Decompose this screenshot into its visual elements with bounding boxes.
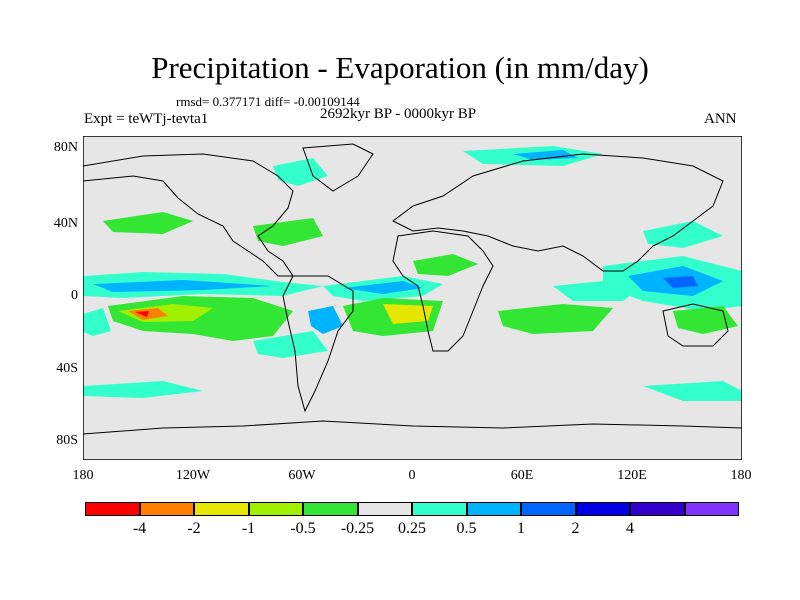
precip-field-n-pacific-dry — [103, 212, 193, 234]
precip-field-spcz-dry-peak — [135, 311, 149, 317]
lon-label-60e: 60E — [510, 468, 534, 483]
coast-africa — [392, 230, 494, 352]
precip-field-sp-wet-2 — [253, 331, 328, 358]
colorbar — [85, 502, 739, 516]
lon-label-120w: 120W — [175, 468, 211, 483]
colorbar-swatch — [684, 502, 739, 516]
colorbar-swatch — [139, 502, 194, 516]
precip-field-arctic-wet-core — [513, 150, 578, 160]
colorbar-swatch — [630, 502, 685, 516]
precip-field-south-atlantic-core — [383, 304, 433, 324]
lat-label-40n: 40N — [53, 216, 78, 231]
precip-field-maritime-peak — [663, 276, 698, 288]
lat-label-80n: 80N — [53, 140, 78, 155]
stats-line: rmsd= 0.377171 diff= -0.00109144 — [176, 94, 360, 109]
colorbar-swatch — [521, 502, 576, 516]
precip-field-atlantic-itcz-core — [343, 281, 423, 294]
colorbar-swatch — [303, 502, 358, 516]
precip-field-australia-dry — [673, 306, 738, 334]
precip-field-greenland-wet — [273, 158, 328, 186]
precip-field-n-atlantic-dry — [253, 218, 323, 246]
colorbar-label: -1 — [241, 520, 256, 537]
colorbar-swatch — [85, 502, 140, 516]
colorbar-swatch — [412, 502, 467, 516]
colorbar-label: 2 — [571, 520, 580, 537]
season-label: ANN — [704, 111, 737, 127]
lat-label-40s: 40S — [56, 361, 78, 376]
colorbar-label: -2 — [187, 520, 201, 537]
lon-label-120e: 120E — [617, 468, 647, 483]
coast-antarctica — [83, 420, 742, 435]
coast-south-america — [282, 275, 354, 413]
colorbar-swatch — [466, 502, 521, 516]
precip-field-sp-wet — [83, 308, 111, 336]
precip-field-southern-ocean — [83, 381, 203, 398]
colorbar-label: 0.5 — [456, 520, 477, 537]
colorbar-label: 1 — [517, 520, 525, 537]
colorbar-swatch — [357, 502, 412, 516]
plot-title: Precipitation - Evaporation (in mm/day) — [151, 50, 649, 85]
precip-field-brazil-wet — [308, 306, 343, 334]
period-label: 2692kyr BP - 0000kyr BP — [320, 106, 477, 122]
colorbar-label: -0.25 — [340, 520, 375, 537]
colorbar-label: -0.5 — [290, 520, 316, 537]
lon-label-0: 0 — [408, 468, 416, 483]
lon-label-180e: 180 — [730, 468, 752, 483]
colorbar-swatch — [575, 502, 630, 516]
precip-field-indian-dry — [498, 304, 613, 334]
lon-label-60w: 60W — [288, 468, 316, 483]
precip-field-southern-ocean-2 — [643, 381, 742, 401]
lon-label-180w: 180 — [72, 468, 94, 483]
precip-field-pacific-itcz-core — [93, 280, 273, 292]
colorbar-label: 4 — [626, 520, 634, 537]
colorbar-swatch — [248, 502, 303, 516]
colorbar-label: -4 — [132, 520, 147, 537]
coast-greenland — [302, 143, 374, 192]
coast-north-america — [83, 153, 294, 277]
coast-australia — [662, 303, 729, 347]
map-panel — [83, 136, 742, 460]
experiment-label: Expt = teWTj-tevta1 — [84, 111, 209, 127]
coast-eurasia — [392, 153, 724, 272]
colorbar-label: 0.25 — [398, 520, 426, 537]
precip-field-sahel-dry — [413, 254, 478, 276]
colorbar-swatch — [194, 502, 249, 516]
lat-label-0: 0 — [71, 288, 78, 303]
lat-label-80s: 80S — [56, 433, 78, 448]
coastlines — [83, 143, 742, 435]
